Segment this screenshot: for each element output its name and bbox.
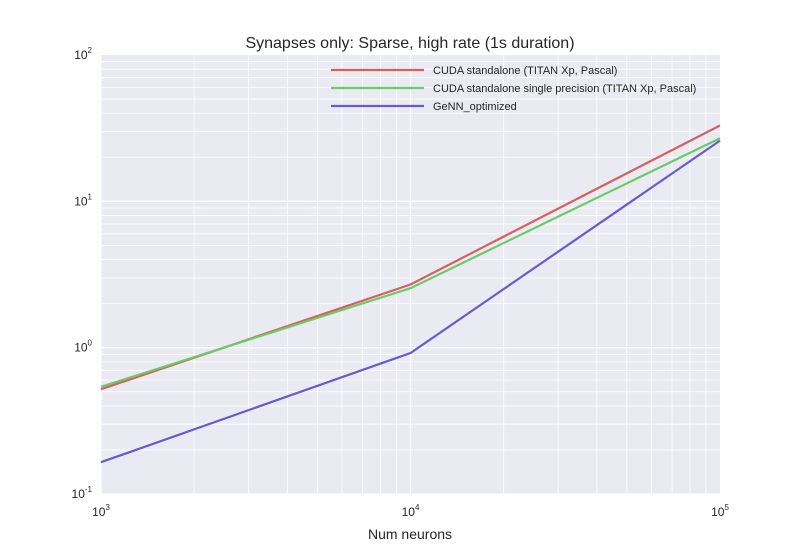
legend-label: CUDA standalone single precision (TITAN … <box>433 83 696 95</box>
y-tick-label: 101 <box>74 192 92 208</box>
grid <box>100 55 720 495</box>
x-axis-label: Num neurons <box>368 526 452 542</box>
x-axis-ticks: 103 104 105 <box>92 503 729 519</box>
chart-title: Synapses only: Sparse, high rate (1s dur… <box>245 35 574 52</box>
legend-label: CUDA standalone (TITAN Xp, Pascal) <box>433 65 617 77</box>
y-axis-ticks: 10-1 100 101 102 <box>72 46 93 501</box>
x-tick-label: 103 <box>92 503 110 519</box>
x-tick-label: 104 <box>402 503 420 519</box>
y-tick-label: 102 <box>74 46 92 62</box>
x-tick-label: 105 <box>711 503 729 519</box>
y-tick-label: 10-1 <box>72 485 93 501</box>
y-tick-label: 100 <box>74 339 92 355</box>
legend-label: GeNN_optimized <box>433 101 517 113</box>
legend: CUDA standalone (TITAN Xp, Pascal) CUDA s… <box>331 65 696 113</box>
series-line-2 <box>100 137 721 388</box>
series-lines <box>100 124 721 464</box>
series-line-3 <box>100 139 721 464</box>
